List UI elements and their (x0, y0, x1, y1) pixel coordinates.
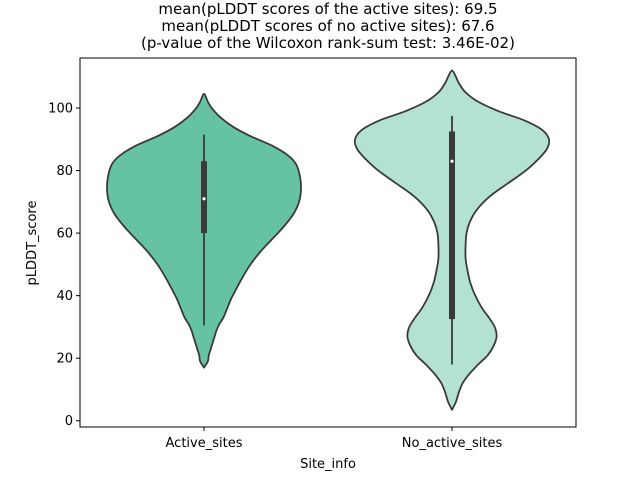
violins-layer (106, 69, 551, 411)
x-tick-label: Active_sites (166, 436, 243, 451)
x-tick-label: No_active_sites (402, 436, 503, 451)
violin-median-point (202, 197, 206, 201)
y-tick-label: 60 (56, 227, 73, 242)
x-axis: Active_sites No_active_sites (166, 427, 503, 451)
title-line-2: mean(pLDDT scores of no active sites): 6… (161, 17, 494, 35)
violin-iqr-box (449, 131, 455, 320)
y-tick-label: 20 (56, 352, 73, 367)
plot-area-frame (79, 57, 577, 428)
y-axis-label: pLDDT_score (25, 201, 40, 286)
y-tick-label: 80 (56, 164, 73, 179)
y-tick-label: 100 (48, 102, 73, 117)
y-axis: 0 20 40 60 80 100 (48, 102, 80, 429)
x-axis-label: Site_info (300, 457, 356, 472)
violin-median-point (450, 159, 454, 163)
chart-title: mean(pLDDT scores of the active sites): … (141, 0, 515, 52)
y-tick-label: 0 (65, 414, 73, 429)
title-line-1: mean(pLDDT scores of the active sites): … (158, 0, 497, 18)
y-tick-label: 40 (56, 289, 73, 304)
title-line-3: (p-value of the Wilcoxon rank-sum test: … (141, 34, 515, 52)
